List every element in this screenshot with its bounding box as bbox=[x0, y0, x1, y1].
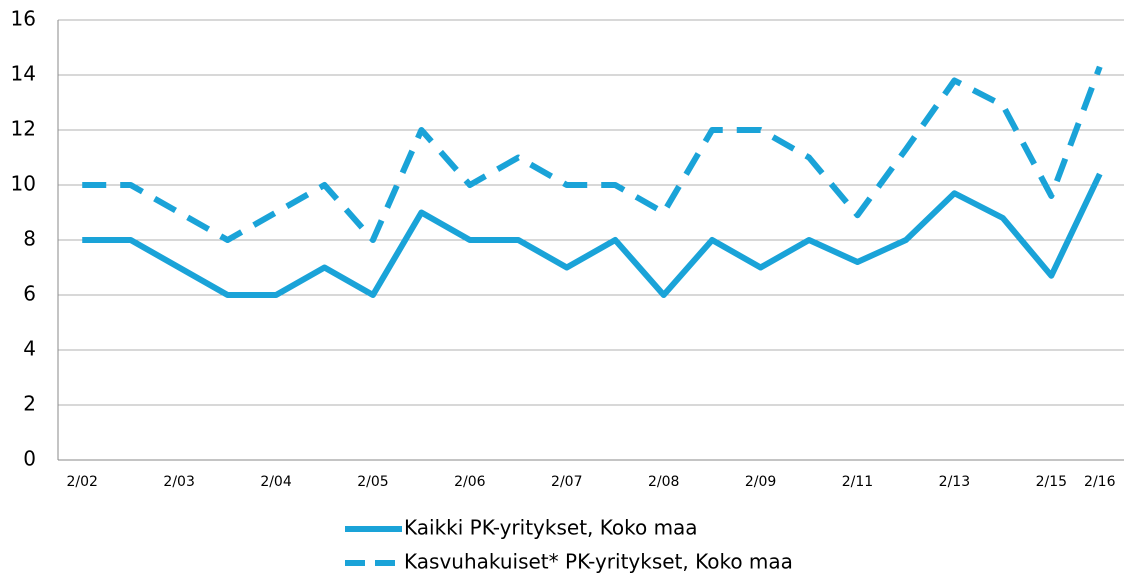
y-tick-label: 6 bbox=[23, 282, 36, 306]
y-tick-label: 2 bbox=[23, 392, 36, 416]
y-tick-label: 4 bbox=[23, 337, 36, 361]
x-tick-label: 2/03 bbox=[163, 474, 194, 490]
y-tick-label: 8 bbox=[23, 227, 36, 251]
x-tick-label: 2/05 bbox=[357, 474, 388, 490]
legend-label: Kasvuhakuiset* PK-yritykset, Koko maa bbox=[404, 550, 793, 574]
x-tick-label: 2/11 bbox=[842, 474, 873, 490]
x-tick-label: 2/02 bbox=[67, 474, 98, 490]
line-series bbox=[82, 172, 1103, 298]
x-tick-label: 2/13 bbox=[939, 474, 970, 490]
x-tick-label: 2/08 bbox=[648, 474, 679, 490]
x-tick-label: 2/09 bbox=[745, 474, 776, 490]
y-tick-label: 0 bbox=[23, 447, 36, 471]
x-tick-label: 2/15 bbox=[1036, 474, 1067, 490]
line-series bbox=[82, 65, 1103, 243]
y-tick-label: 14 bbox=[11, 62, 36, 86]
x-tick-label: 2/06 bbox=[454, 474, 486, 490]
y-tick-label: 10 bbox=[11, 172, 36, 196]
x-tick-label: 2/07 bbox=[551, 474, 582, 490]
legend-label: Kaikki PK-yritykset, Koko maa bbox=[404, 516, 698, 540]
y-tick-label: 16 bbox=[11, 7, 36, 31]
y-tick-label: 12 bbox=[11, 117, 36, 141]
x-tick-label: 2/04 bbox=[260, 474, 292, 490]
x-tick-label: 2/16 bbox=[1084, 474, 1116, 490]
